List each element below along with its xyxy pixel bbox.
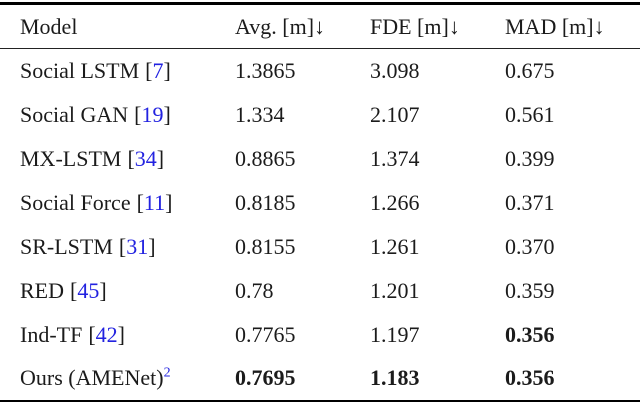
avg-value: 0.7765 (235, 321, 296, 347)
fde-value: 1.261 (370, 233, 420, 259)
citation-number[interactable]: 45 (77, 277, 100, 303)
model-cell: Social GAN [19] (0, 93, 235, 137)
table-row: Ind-TF [42] 0.7765 1.197 0.356 (0, 313, 640, 357)
mad-value: 0.356 (505, 365, 555, 390)
model-cell: Social Force [11] (0, 181, 235, 225)
avg-value: 0.8185 (235, 189, 296, 215)
citation-number[interactable]: 42 (95, 321, 118, 347)
col-header-model: Model (20, 13, 78, 39)
col-header-fde: FDE [m]↓ (370, 13, 460, 39)
mad-value: 0.359 (505, 277, 555, 303)
model-cell: Ind-TF [42] (0, 313, 235, 357)
model-name: Social Force (20, 189, 131, 215)
header-row: Model Avg. [m]↓ FDE [m]↓ MAD [m]↓ (0, 4, 640, 49)
model-cell: Ours (AMENet)2 (0, 357, 235, 401)
avg-value: 1.334 (235, 101, 285, 127)
fde-value: 1.197 (370, 321, 420, 347)
citation-link[interactable]: [11] (136, 189, 173, 215)
model-name: SR-LSTM (20, 233, 113, 259)
table-row: MX-LSTM [34] 0.8865 1.374 0.399 (0, 137, 640, 181)
table-row: SR-LSTM [31] 0.8155 1.261 0.370 (0, 225, 640, 269)
avg-value: 0.8865 (235, 145, 296, 171)
model-name: Ind-TF (20, 321, 83, 347)
col-header-mad: MAD [m]↓ (505, 13, 605, 39)
fde-value: 1.183 (370, 365, 420, 390)
citation-number[interactable]: 34 (134, 145, 157, 171)
citation-link[interactable]: [42] (88, 321, 125, 347)
fde-value: 1.266 (370, 189, 420, 215)
avg-value: 0.8155 (235, 233, 296, 259)
col-header-avg: Avg. [m]↓ (235, 13, 326, 39)
model-name: RED (20, 277, 64, 303)
avg-value: 0.7695 (235, 365, 296, 390)
citation-link[interactable]: [34] (127, 145, 165, 171)
citation-link[interactable]: [7] (145, 57, 171, 83)
citation-number[interactable]: 11 (143, 189, 166, 215)
citation-link[interactable]: [31] (118, 233, 156, 259)
model-name: Ours (AMENet) (20, 365, 164, 390)
model-cell: RED [45] (0, 269, 235, 313)
table-row: RED [45] 0.78 1.201 0.359 (0, 269, 640, 313)
mad-value: 0.399 (505, 145, 555, 171)
mad-value: 0.370 (505, 233, 555, 259)
citation-number[interactable]: 19 (141, 101, 164, 127)
avg-value: 1.3865 (235, 57, 296, 83)
citation-link[interactable]: [45] (70, 277, 107, 303)
citation-number[interactable]: 7 (152, 57, 164, 83)
table-row: Social Force [11] 0.8185 1.266 0.371 (0, 181, 640, 225)
model-cell: Social LSTM [7] (0, 49, 235, 93)
mad-value: 0.561 (505, 101, 555, 127)
mad-value: 0.675 (505, 57, 555, 83)
avg-value: 0.78 (235, 277, 274, 303)
table-row: Social LSTM [7] 1.3865 3.098 0.675 (0, 49, 640, 93)
model-name: Social GAN (20, 101, 129, 127)
model-cell: MX-LSTM [34] (0, 137, 235, 181)
fde-value: 1.374 (370, 145, 420, 171)
table-row: Social GAN [19] 1.334 2.107 0.561 (0, 93, 640, 137)
model-name: MX-LSTM (20, 145, 122, 171)
citation-link[interactable]: [19] (134, 101, 171, 127)
fde-value: 3.098 (370, 57, 420, 83)
fde-value: 1.201 (370, 277, 420, 303)
citation-number[interactable]: 31 (126, 233, 149, 259)
footnote-link[interactable]: 2 (163, 365, 171, 381)
mad-value: 0.371 (505, 189, 555, 215)
model-cell: SR-LSTM [31] (0, 225, 235, 269)
table-row: Ours (AMENet)2 0.7695 1.183 0.356 (0, 357, 640, 401)
model-name: Social LSTM (20, 57, 140, 83)
mad-value: 0.356 (505, 321, 555, 347)
fde-value: 2.107 (370, 101, 420, 127)
